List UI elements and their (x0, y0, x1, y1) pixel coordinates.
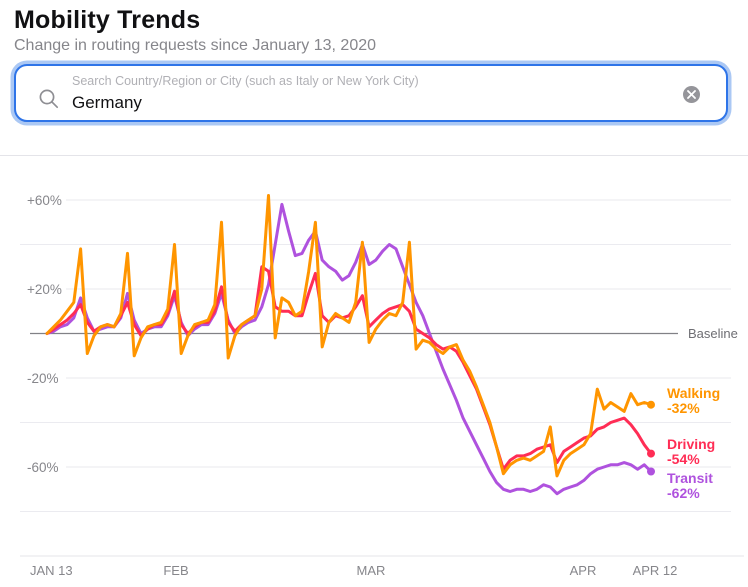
legend-transit: Transit -62% (667, 471, 713, 501)
series-line-walking (45, 194, 653, 478)
y-axis-label-minus60: -60% (27, 460, 59, 475)
legend-driving-name: Driving (667, 436, 716, 452)
x-axis-label-feb: FEB (163, 563, 189, 578)
search-placeholder: Search Country/Region or City (such as I… (72, 74, 419, 88)
series-end-dot-transit (647, 467, 655, 476)
y-axis-label-plus20: +20% (27, 282, 62, 297)
series-end-dot-walking (647, 400, 655, 409)
y-axis-label-plus60: +60% (27, 193, 62, 208)
x-axis-label-apr12: APR 12 (632, 563, 678, 578)
search-field-text[interactable]: Search Country/Region or City (such as I… (72, 74, 666, 113)
page-subtitle: Change in routing requests since January… (14, 37, 377, 54)
search-input[interactable]: Search Country/Region or City (such as I… (14, 64, 728, 122)
legend-walking-value: -32% (667, 400, 700, 416)
page-title: Mobility Trends (14, 6, 201, 34)
x-axis-label-mar: MAR (356, 563, 386, 578)
series-end-dot-driving (647, 449, 655, 458)
y-axis-label-minus20: -20% (27, 371, 59, 386)
legend-transit-value: -62% (667, 485, 700, 501)
legend-walking: Walking -32% (667, 386, 720, 416)
search-value[interactable]: Germany (72, 93, 142, 112)
series-line-driving (45, 265, 653, 471)
search-icon (38, 88, 60, 110)
clear-search-button[interactable] (683, 86, 700, 103)
legend-transit-name: Transit (667, 470, 713, 486)
legend-driving: Driving -54% (667, 437, 715, 467)
close-icon (687, 90, 696, 99)
x-axis-label-jan13: JAN 13 (30, 563, 73, 578)
x-axis-label-apr: APR (569, 563, 597, 578)
legend-walking-name: Walking (667, 385, 721, 401)
legend-driving-value: -54% (667, 451, 700, 467)
baseline-label: Baseline (688, 326, 738, 341)
